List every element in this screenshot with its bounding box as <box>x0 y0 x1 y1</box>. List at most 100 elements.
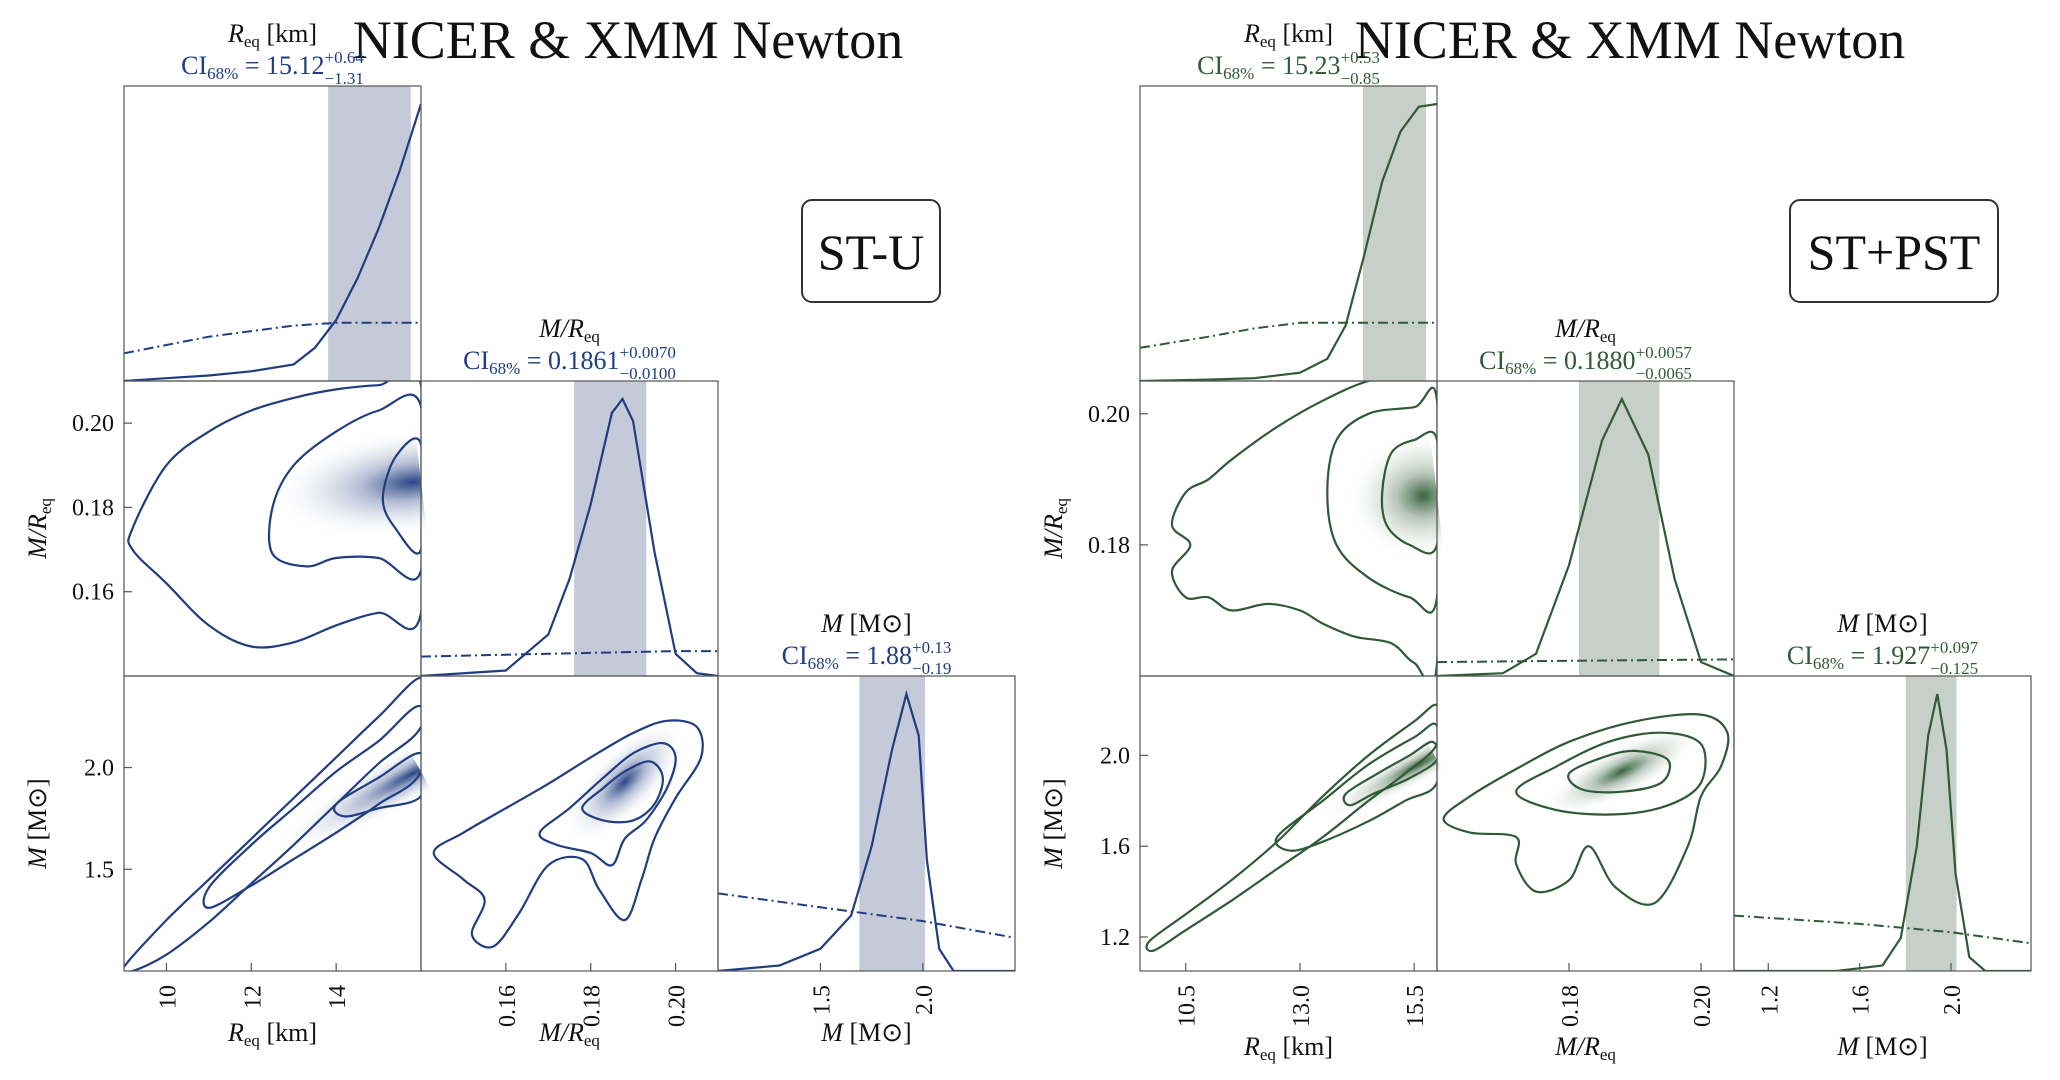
x-axis-1: 10.5 13.0 15.5 Req [km] <box>1175 963 1429 1064</box>
x-axis-label: Req [km] <box>227 1018 317 1050</box>
panel-frame <box>420 675 719 972</box>
contour-level-3 <box>1145 703 1437 953</box>
contour-level-2 <box>1515 731 1707 816</box>
credible-interval: CI68% = 1.88+0.13 <box>782 638 952 673</box>
x-axis-label: Req [km] <box>1243 1032 1333 1064</box>
y-axis-row-3: 1.5 2.0 M [M⊙] <box>23 756 132 883</box>
marginal-panel-3: M [M⊙]CI68% = 1.88+0.13−0.19 <box>717 609 1016 972</box>
density-fill <box>268 426 443 539</box>
y-tick-label: 1.6 <box>1100 834 1130 860</box>
model-label: ST-U <box>818 224 925 280</box>
joint-panel-2 <box>123 675 516 972</box>
ci-minus: −1.31 <box>325 69 364 88</box>
contour-level-3 <box>124 676 421 971</box>
x-tick-label: 0.18 <box>1558 985 1584 1027</box>
ci-minus: −0.19 <box>912 659 951 678</box>
x-tick-label: 1.2 <box>1757 985 1783 1015</box>
x-axis-3: 1.5 2.0M [M⊙] <box>809 963 938 1047</box>
y-axis-label: M [M⊙] <box>1039 778 1068 869</box>
ci-minus: −0.0100 <box>620 364 676 383</box>
prior-curve <box>1437 658 1734 664</box>
ci68-band <box>1362 86 1427 381</box>
ci68-band <box>1578 381 1660 676</box>
marginal-panel-1: Req [km]CI68% = 15.23+0.53−0.85 <box>1139 19 1438 382</box>
x-tick-label: 15.5 <box>1403 985 1429 1027</box>
contour-level-2 <box>267 393 421 581</box>
y-tick-label: 0.18 <box>72 495 114 521</box>
y-tick-label: 2.0 <box>1100 743 1130 769</box>
contour-level-1 <box>1380 430 1437 555</box>
x-tick-label: 10.5 <box>1175 985 1201 1027</box>
posterior-curve <box>1437 396 1734 676</box>
x-axis-label: M [M⊙] <box>820 1018 911 1047</box>
x-tick-label: 0.18 <box>580 985 606 1027</box>
y-tick-label: 1.2 <box>1100 925 1130 951</box>
posterior-curve <box>421 396 718 676</box>
param-label: Req [km] <box>1243 19 1333 51</box>
param-label: M [M⊙] <box>1836 609 1927 638</box>
x-axis-label: M/Req <box>538 1018 600 1050</box>
x-tick-label: 13.0 <box>1289 985 1315 1027</box>
y-tick-label: 0.20 <box>1088 402 1130 428</box>
contour-level-2 <box>202 704 421 909</box>
contour-level-3 <box>1170 381 1437 676</box>
plot-title: NICER & XMM Newton <box>353 10 904 70</box>
prior-curve <box>124 321 421 355</box>
x-tick-label: 2.0 <box>912 985 938 1015</box>
y-tick-label: 0.16 <box>72 580 114 606</box>
x-tick-label: 12 <box>240 985 266 1009</box>
contour-level-1 <box>581 760 664 824</box>
joint-panel-1 <box>123 380 443 677</box>
ci68-band <box>574 381 647 676</box>
ci-minus: −0.0065 <box>1636 364 1692 383</box>
posterior-curve <box>124 103 421 381</box>
x-axis-1: 10 12 14 Req [km] <box>155 963 351 1050</box>
x-tick-label: 1.6 <box>1849 985 1875 1015</box>
contour-level-1 <box>1342 740 1437 807</box>
posterior-curve <box>1734 693 2031 971</box>
contour-level-3 <box>1442 713 1730 906</box>
x-axis-label: M [M⊙] <box>1836 1032 1927 1061</box>
model-label-box <box>801 199 941 303</box>
param-label: M [M⊙] <box>820 609 911 638</box>
ci-minus: −0.125 <box>1930 659 1978 678</box>
contour-level-1 <box>1567 749 1672 794</box>
y-axis-row-2: 0.18 0.20 M/Req <box>1039 402 1148 560</box>
ci68-band <box>859 676 925 971</box>
x-axis-2: 0.18 0.20 M/Req <box>1554 963 1716 1064</box>
model-label-box <box>1789 199 1999 303</box>
model-label: ST+PST <box>1808 224 1981 280</box>
marginal-panel-3: M [M⊙]CI68% = 1.927+0.097−0.125 <box>1733 609 2032 972</box>
density-fill <box>1542 725 1702 818</box>
x-tick-label: 14 <box>325 985 351 1009</box>
marginal-panel-1: Req [km]CI68% = 15.12+0.64−1.31 <box>123 19 422 382</box>
y-axis-row-3: 1.2 1.6 2.0 M [M⊙] <box>1039 743 1148 951</box>
ci68-band <box>328 86 411 381</box>
y-tick-label: 0.18 <box>1088 533 1130 559</box>
prior-curve <box>718 892 1015 939</box>
x-tick-label: 0.20 <box>665 985 691 1027</box>
y-axis-row-2: 0.16 0.18 0.20 M/Req <box>23 411 132 606</box>
panel-frame <box>123 675 422 972</box>
contour-level-3 <box>432 719 704 949</box>
x-axis-2: 0.16 0.18 0.20 M/Req <box>495 963 691 1050</box>
credible-interval: CI68% = 0.1880+0.0057 <box>1479 343 1692 378</box>
joint-panel-1 <box>1139 380 1458 677</box>
x-tick-label: 0.20 <box>1690 985 1716 1027</box>
joint-panel-3 <box>420 675 719 972</box>
x-axis-3: 1.2 1.6 2.0 M [M⊙] <box>1757 963 1966 1061</box>
credible-interval: CI68% = 15.23+0.53 <box>1197 48 1380 83</box>
contour-level-2 <box>1326 386 1437 614</box>
joint-panel-2 <box>1139 675 1518 972</box>
x-tick-label: 10 <box>155 985 181 1009</box>
y-tick-label: 1.5 <box>84 857 114 883</box>
y-tick-label: 2.0 <box>84 756 114 782</box>
density-fill <box>275 694 516 853</box>
y-axis-label: M [M⊙] <box>23 778 52 869</box>
credible-interval: CI68% = 0.1861+0.0070 <box>463 343 676 378</box>
panel-frame <box>1436 675 1735 972</box>
prior-curve <box>421 650 718 658</box>
density-fill <box>1345 431 1458 561</box>
